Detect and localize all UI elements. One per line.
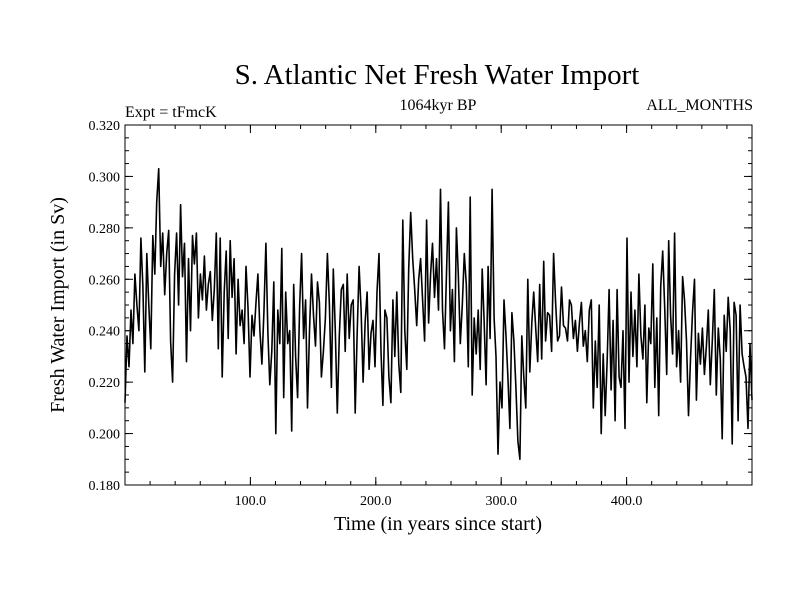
x-tick-label: 100.0 (235, 494, 267, 509)
experiment-label: Expt = tFmcK (125, 104, 217, 121)
y-tick-label: 0.240 (89, 325, 121, 340)
x-axis-label: Time (in years since start) (334, 513, 542, 535)
chart-title: S. Atlantic Net Fresh Water Import (235, 59, 640, 91)
series-line (124, 167, 753, 461)
months-label: ALL_MONTHS (646, 97, 753, 114)
y-tick-label: 0.220 (89, 376, 121, 391)
y-axis-label: Fresh Water Import (in Sv) (47, 197, 69, 413)
x-tick-label: 400.0 (611, 494, 643, 509)
y-tick-label: 0.260 (89, 273, 121, 288)
y-tick-label: 0.320 (89, 119, 121, 134)
period-label: 1064kyr BP (400, 97, 477, 114)
x-tick-label: 300.0 (485, 494, 517, 509)
y-tick-label: 0.200 (89, 428, 121, 443)
tick-layer: 0.180 0.200 0.220 0.240 0.260 0.280 0.300 0.320… (89, 119, 752, 509)
x-tick-label: 200.0 (360, 494, 392, 509)
y-tick-label: 0.280 (89, 222, 121, 237)
y-tick-label: 0.300 (89, 170, 121, 185)
y-tick-label: 0.180 (89, 479, 121, 494)
